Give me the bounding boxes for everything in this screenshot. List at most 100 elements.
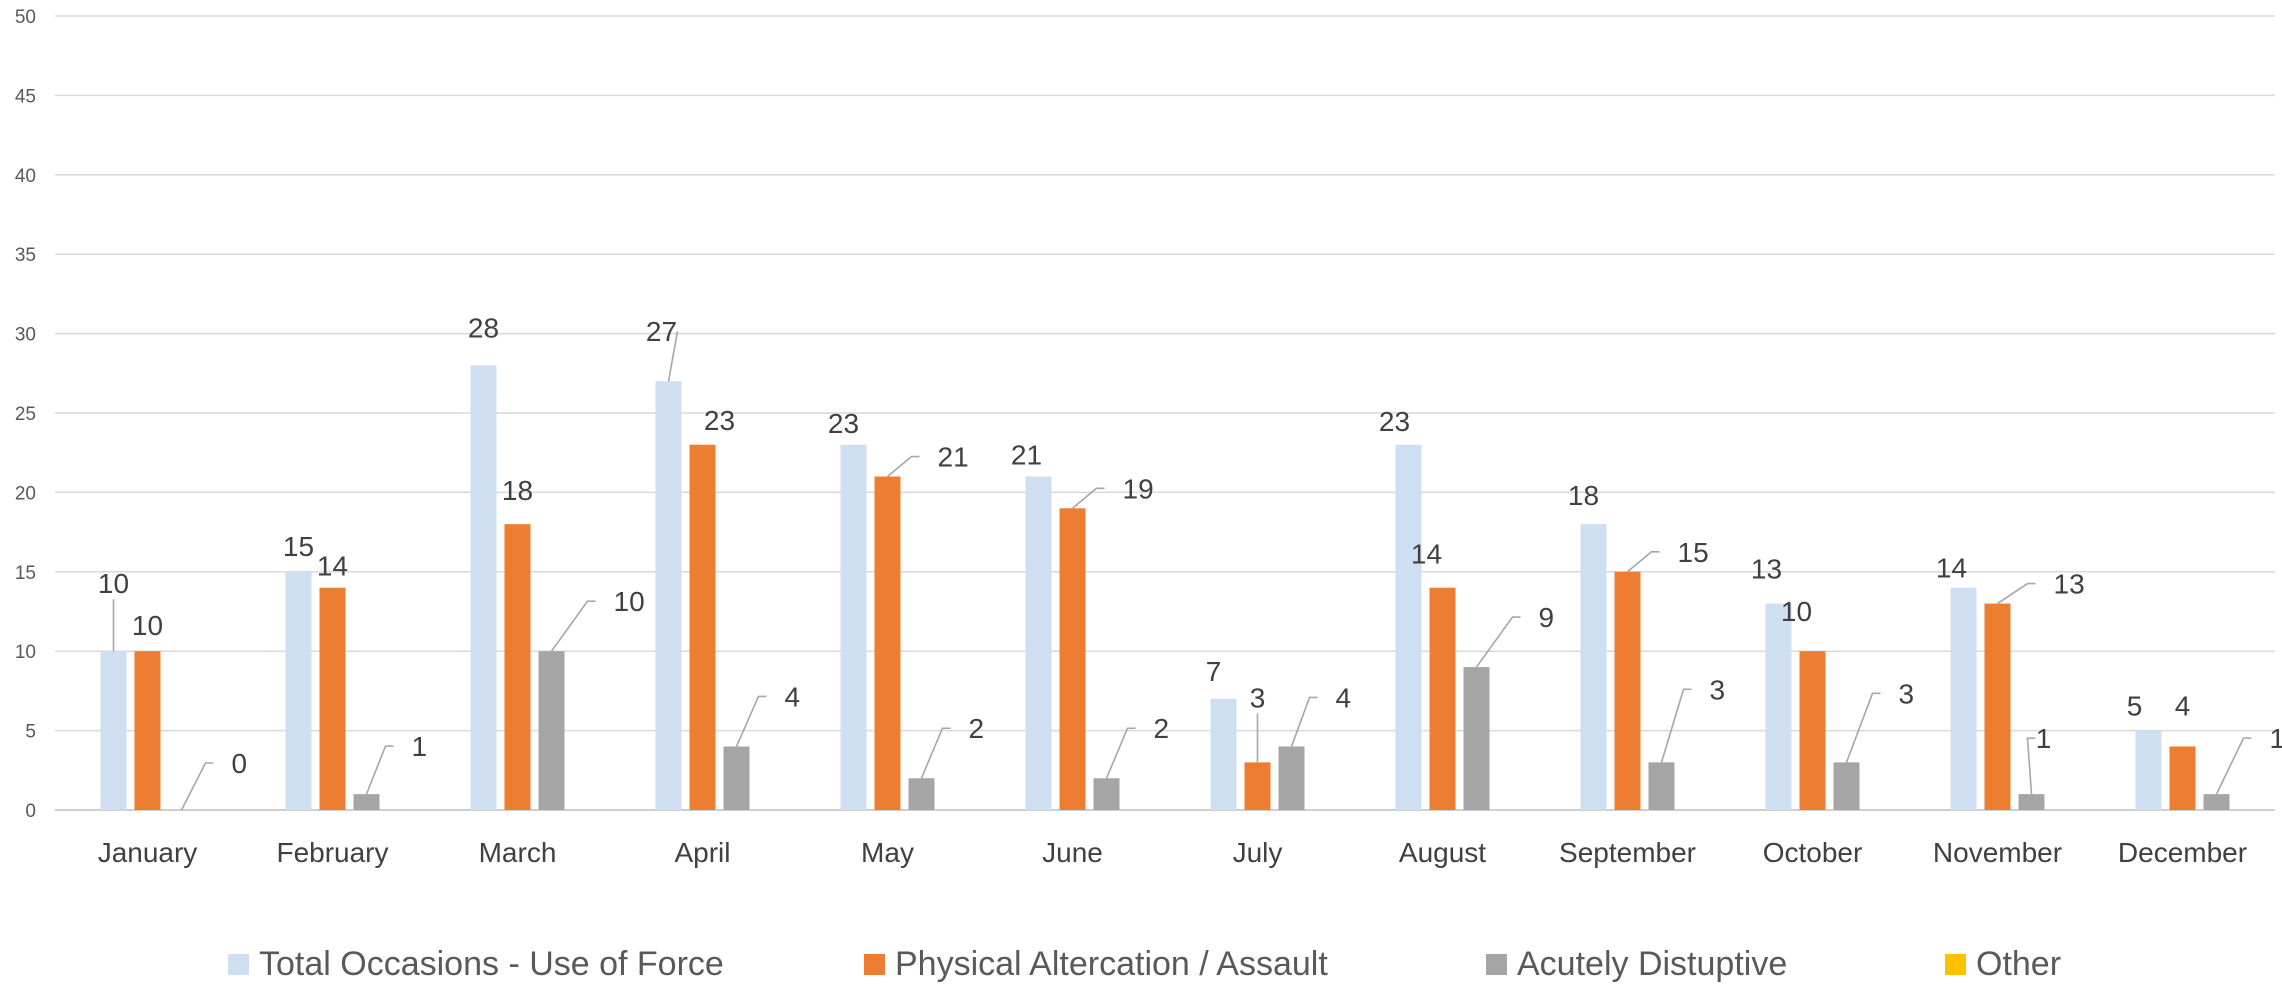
leader-line-acutely-distuptive-december	[2215, 737, 2252, 795]
data-label-total-occasions-use-of-force-september: 18	[1568, 480, 1599, 511]
y-axis-ticks: 0 5 10 15 20 25 30 35 40 45 50	[15, 7, 36, 822]
bar-total-occasions-use-of-force-september	[1580, 524, 1607, 810]
bar-total-occasions-use-of-force-june	[1025, 476, 1052, 810]
gridlines	[55, 15, 2275, 811]
data-label-acutely-distuptive-may: 2	[969, 713, 985, 744]
data-label-total-occasions-use-of-force-october: 13	[1751, 554, 1782, 585]
leader-line-acutely-distuptive-august	[1475, 616, 1521, 668]
legend-item-physical-altercation: Physical Altercation / Assault	[864, 942, 1328, 986]
x-tick-label-january: January	[98, 837, 198, 868]
bar-acutely-distuptive-december	[2203, 794, 2230, 810]
data-label-acutely-distuptive-august: 9	[1539, 602, 1555, 633]
x-tick-label-june: June	[1042, 837, 1103, 868]
y-tick-label: 50	[15, 7, 36, 28]
legend-item-other: Other	[1945, 942, 2061, 986]
x-tick-label-july: July	[1233, 837, 1283, 868]
legend-item-acutely-disruptive: Acutely Distuptive	[1486, 942, 1787, 986]
legend-item-total-occasions: Total Occasions - Use of Force	[228, 942, 724, 986]
y-tick-label: 45	[15, 86, 36, 107]
data-label-acutely-distuptive-november: 1	[2036, 723, 2052, 754]
leader-line-acutely-distuptive-june	[1105, 727, 1136, 779]
legend-swatch	[228, 953, 249, 975]
data-label-physical-altercation-assault-august: 14	[1411, 539, 1442, 570]
data-label-physical-altercation-assault-september: 15	[1678, 537, 1709, 568]
bar-physical-altercation-assault-november	[1984, 603, 2011, 810]
bar-acutely-distuptive-august	[1463, 667, 1490, 810]
x-tick-label-november: November	[1933, 837, 2062, 868]
leader-line-acutely-distuptive-february	[365, 745, 394, 795]
x-tick-label-december: December	[2118, 837, 2247, 868]
data-label-acutely-distuptive-february: 1	[412, 731, 428, 762]
data-label-total-occasions-use-of-force-january: 10	[98, 568, 129, 599]
y-tick-label: 25	[15, 404, 36, 425]
bar-acutely-distuptive-may	[908, 778, 935, 810]
bar-total-occasions-use-of-force-january	[100, 651, 127, 810]
bar-physical-altercation-assault-april	[689, 444, 716, 810]
leader-line-physical-altercation-assault-november	[1997, 582, 2036, 605]
bar-total-occasions-use-of-force-march	[470, 365, 497, 810]
data-label-physical-altercation-assault-april: 23	[704, 405, 735, 436]
data-label-total-occasions-use-of-force-july: 7	[1206, 656, 1222, 687]
bar-acutely-distuptive-november	[2018, 794, 2045, 810]
bar-acutely-distuptive-june	[1093, 778, 1120, 810]
bar-acutely-distuptive-february	[353, 794, 380, 810]
y-tick-label: 5	[25, 722, 36, 743]
bar-total-occasions-use-of-force-october	[1765, 603, 1792, 810]
leader-line-total-occasions-use-of-force-april	[667, 331, 679, 382]
bar-physical-altercation-assault-september	[1614, 571, 1641, 810]
y-tick-label: 0	[25, 801, 36, 822]
x-tick-label-april: April	[674, 837, 730, 868]
data-label-acutely-distuptive-september: 3	[1710, 674, 1726, 705]
bar-acutely-distuptive-october	[1833, 762, 1860, 810]
bar-physical-altercation-assault-august	[1429, 587, 1456, 810]
data-label-acutely-distuptive-october: 3	[1899, 678, 1915, 709]
bar-physical-altercation-assault-january	[134, 651, 161, 810]
leader-line-acutely-distuptive-october	[1845, 692, 1881, 763]
data-label-physical-altercation-assault-may: 21	[938, 442, 969, 473]
data-label-total-occasions-use-of-force-march: 28	[468, 312, 499, 343]
y-tick-label: 15	[15, 563, 36, 584]
bar-physical-altercation-assault-june	[1059, 508, 1086, 810]
bar-total-occasions-use-of-force-may	[840, 444, 867, 810]
leader-lines	[112, 331, 2252, 811]
bar-physical-altercation-assault-february	[319, 587, 346, 810]
legend-label: Other	[1976, 944, 2062, 983]
data-label-total-occasions-use-of-force-november: 14	[1936, 553, 1967, 584]
data-label-physical-altercation-assault-november: 13	[2054, 569, 2085, 600]
bar-total-occasions-use-of-force-july	[1210, 698, 1237, 810]
data-label-total-occasions-use-of-force-february: 15	[283, 531, 314, 562]
data-label-physical-altercation-assault-october: 10	[1781, 596, 1812, 627]
bar-physical-altercation-assault-may	[874, 476, 901, 810]
bars	[100, 365, 2230, 810]
data-label-total-occasions-use-of-force-april: 27	[646, 316, 677, 347]
bar-acutely-distuptive-july	[1278, 746, 1305, 810]
data-label-total-occasions-use-of-force-august: 23	[1379, 406, 1410, 437]
bar-physical-altercation-assault-march	[504, 524, 531, 810]
data-label-total-occasions-use-of-force-december: 5	[2127, 691, 2143, 722]
bar-physical-altercation-assault-october	[1799, 651, 1826, 810]
y-tick-label: 35	[15, 245, 36, 266]
legend-swatch	[1945, 953, 1966, 975]
y-tick-label: 30	[15, 325, 36, 346]
bar-acutely-distuptive-april	[723, 746, 750, 810]
leader-line-acutely-distuptive-april	[735, 695, 767, 747]
data-label-physical-altercation-assault-june: 19	[1123, 473, 1154, 504]
data-label-physical-altercation-assault-july: 3	[1250, 682, 1266, 713]
bar-total-occasions-use-of-force-april	[655, 381, 682, 810]
leader-line-physical-altercation-assault-may	[886, 455, 920, 478]
bar-acutely-distuptive-september	[1648, 762, 1675, 810]
bar-total-occasions-use-of-force-november	[1950, 587, 1977, 810]
data-label-acutely-distuptive-april: 4	[785, 681, 801, 712]
x-tick-label-august: August	[1399, 837, 1486, 868]
bar-total-occasions-use-of-force-december	[2135, 730, 2162, 810]
bar-physical-altercation-assault-december	[2169, 746, 2196, 810]
legend-label: Acutely Distuptive	[1517, 944, 1788, 983]
leader-line-acutely-distuptive-september	[1660, 688, 1692, 763]
legend-swatch	[1486, 953, 1507, 975]
bar-acutely-distuptive-march	[538, 651, 565, 810]
leader-line-physical-altercation-assault-june	[1071, 487, 1105, 509]
x-tick-label-september: September	[1559, 837, 1696, 868]
legend-label: Total Occasions - Use of Force	[259, 944, 724, 983]
leader-line-acutely-distuptive-march	[550, 600, 596, 652]
